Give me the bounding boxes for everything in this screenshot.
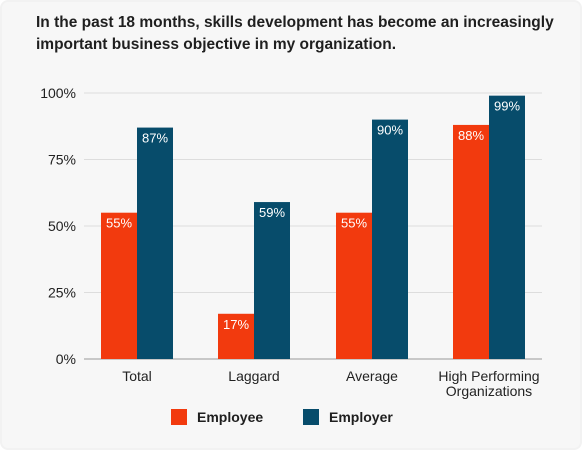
data-label: 87% [142, 131, 168, 146]
x-tick-label: High Performing [438, 368, 539, 384]
bar-employer [254, 202, 290, 359]
y-tick-label: 25% [48, 285, 76, 301]
data-label: 99% [494, 99, 520, 114]
y-tick-label: 0% [56, 351, 76, 367]
y-tick-label: 75% [48, 152, 76, 168]
y-tick-label: 100% [40, 85, 76, 101]
x-tick-label: Total [122, 368, 152, 384]
legend-swatch-employee [171, 409, 187, 425]
bars: 55% 87% 17% 59% 55% 90% 88% 99% [101, 95, 525, 359]
data-label: 55% [106, 216, 132, 231]
x-tick-label: Average [346, 368, 398, 384]
chart-title: In the past 18 months, skills developmen… [36, 14, 554, 53]
bar-employee [218, 313, 254, 359]
legend-label-employee: Employee [197, 409, 263, 425]
bar-employer [489, 95, 525, 359]
bar-employee [453, 124, 489, 359]
data-label: 88% [458, 128, 484, 143]
data-label: 59% [259, 205, 285, 220]
x-axis: Total Laggard Average High PerformingOrgani… [122, 368, 539, 399]
legend-swatch-employer [303, 409, 319, 425]
x-tick-label: Organizations [446, 383, 532, 399]
bar-employer [137, 127, 173, 359]
data-label: 17% [223, 317, 249, 332]
data-label: 90% [377, 123, 403, 138]
legend-label-employer: Employer [329, 409, 393, 425]
bar-employee [101, 212, 137, 359]
y-axis: 0% 25% 50% 75% 100% [40, 85, 76, 367]
bar-employee [336, 212, 372, 359]
x-tick-label: Laggard [228, 368, 279, 384]
bar-employer [372, 119, 408, 359]
y-tick-label: 50% [48, 218, 76, 234]
legend: Employee Employer [171, 409, 393, 425]
data-label: 55% [341, 216, 367, 231]
